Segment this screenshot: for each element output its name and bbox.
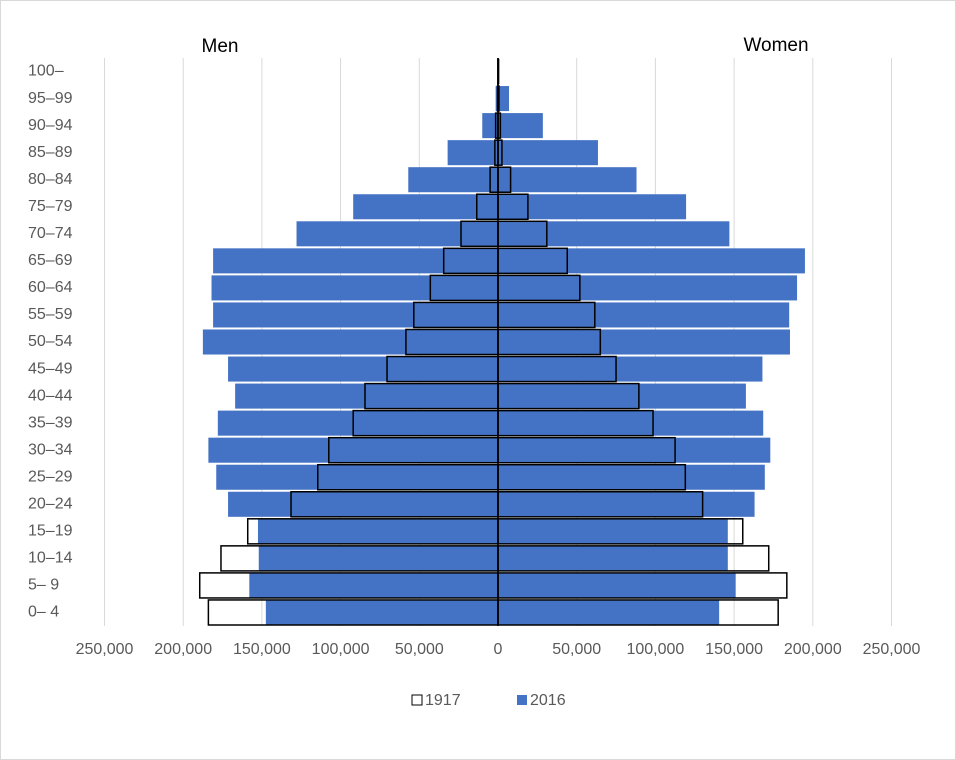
bar <box>217 410 498 436</box>
bar <box>211 275 499 301</box>
bar <box>498 356 763 382</box>
y-tick-label: 0– 4 <box>28 604 59 621</box>
bar <box>498 545 728 571</box>
bar <box>482 113 498 139</box>
bar <box>498 86 510 112</box>
y-tick-label: 95–99 <box>28 90 73 107</box>
x-tick-label: 50,000 <box>552 641 601 658</box>
legend-swatch <box>517 695 527 705</box>
y-tick-label: 70–74 <box>28 225 73 242</box>
bar <box>213 302 498 328</box>
bar <box>498 221 730 247</box>
y-tick-label: 50–54 <box>28 333 73 350</box>
x-tick-label: 200,000 <box>154 641 212 658</box>
bar <box>498 113 543 139</box>
legend-swatch <box>411 694 423 706</box>
x-tick-label: 150,000 <box>233 641 291 658</box>
x-tick-label: 250,000 <box>863 641 921 658</box>
y-tick-label: 25–29 <box>28 468 73 485</box>
bar <box>257 518 498 544</box>
bar <box>498 437 771 463</box>
bar <box>498 572 736 598</box>
bar <box>265 599 498 625</box>
bar <box>208 437 498 463</box>
legend-label: 2016 <box>530 692 566 709</box>
y-tick-label: 40–44 <box>28 387 73 404</box>
y-tick-label: 80–84 <box>28 171 73 188</box>
x-tick-label: 50,000 <box>395 641 444 658</box>
x-tick-label: 250,000 <box>76 641 134 658</box>
bar <box>213 248 498 274</box>
bar <box>498 167 637 193</box>
x-tick-label: 100,000 <box>626 641 684 658</box>
bar <box>498 248 805 274</box>
bar <box>202 329 498 355</box>
bar <box>498 599 720 625</box>
y-tick-label: 100– <box>28 63 64 80</box>
right-label: Women <box>743 35 808 56</box>
bar <box>498 275 798 301</box>
y-tick-label: 85–89 <box>28 144 73 161</box>
y-tick-label: 55–59 <box>28 306 73 323</box>
y-tick-label: 10–14 <box>28 550 73 567</box>
y-tick-label: 65–69 <box>28 252 73 269</box>
bar <box>498 302 790 328</box>
y-tick-label: 45–49 <box>28 360 73 377</box>
bar <box>447 140 498 166</box>
bar <box>498 410 764 436</box>
left-label: Men <box>202 36 239 57</box>
x-tick-label: 150,000 <box>705 641 763 658</box>
x-tick-label: 0 <box>494 641 503 658</box>
bar <box>498 140 598 166</box>
bar <box>216 464 498 490</box>
bar <box>235 383 498 409</box>
bar <box>498 329 790 355</box>
bar <box>228 356 498 382</box>
x-tick-label: 100,000 <box>312 641 370 658</box>
bar <box>498 464 765 490</box>
y-tick-label: 20–24 <box>28 496 73 513</box>
bar <box>228 491 498 517</box>
bar <box>498 194 687 220</box>
bar <box>353 194 498 220</box>
bar <box>498 518 728 544</box>
y-tick-label: 60–64 <box>28 279 73 296</box>
bar <box>498 491 755 517</box>
legend-label: 1917 <box>425 692 461 709</box>
bar <box>408 167 498 193</box>
y-tick-label: 30–34 <box>28 441 73 458</box>
bar <box>498 383 746 409</box>
y-tick-label: 5– 9 <box>28 577 59 594</box>
bar <box>249 572 498 598</box>
bar <box>296 221 498 247</box>
y-tick-label: 35–39 <box>28 414 73 431</box>
y-tick-label: 15–19 <box>28 523 73 540</box>
bar <box>258 545 498 571</box>
x-tick-label: 200,000 <box>784 641 842 658</box>
y-tick-label: 75–79 <box>28 198 73 215</box>
y-tick-label: 90–94 <box>28 117 73 134</box>
